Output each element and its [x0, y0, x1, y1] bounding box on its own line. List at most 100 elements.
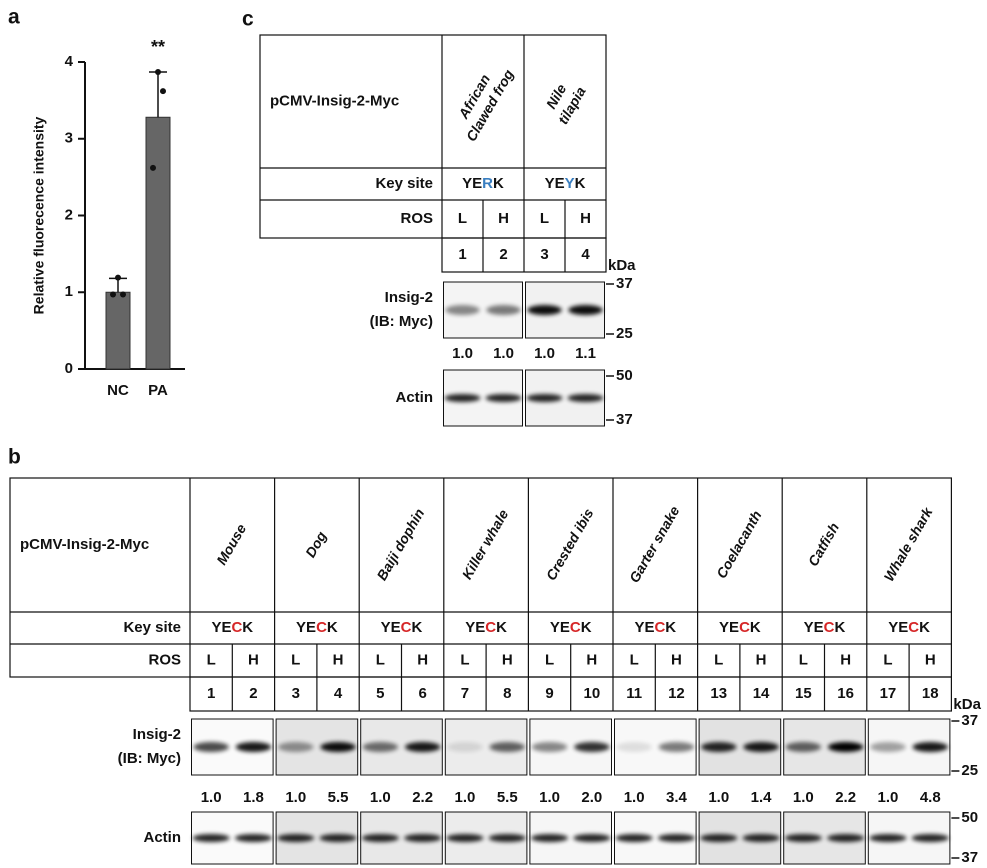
band	[404, 834, 441, 842]
key-site-part: YE	[211, 619, 231, 636]
band	[912, 834, 949, 842]
species-name: Baiji dophin	[373, 506, 427, 583]
ros-level: L	[883, 651, 892, 668]
key-site: YECK	[381, 619, 423, 636]
y-tick-label: 4	[65, 53, 74, 70]
y-tick-label: 2	[65, 206, 73, 223]
lane-number: 2	[499, 246, 507, 263]
band-ratio: 1.0	[539, 789, 560, 806]
key-site-part: YE	[550, 619, 570, 636]
blot-label: (IB: Myc)	[118, 750, 181, 767]
key-site: YECK	[211, 619, 253, 636]
species-name: Catfish	[805, 520, 843, 569]
lane-number: 4	[334, 685, 343, 702]
ros-label: ROS	[148, 651, 181, 668]
band-ratio: 1.0	[493, 345, 514, 362]
band-ratio: 1.0	[285, 789, 306, 806]
key-site: YECK	[296, 619, 338, 636]
band	[785, 834, 822, 842]
species-name: Whale shark	[880, 504, 936, 584]
species-name: Killer whale	[459, 506, 512, 582]
ros-level: L	[458, 210, 467, 227]
key-site: YECK	[634, 619, 676, 636]
band	[912, 742, 948, 752]
key-site-part: C	[401, 619, 412, 636]
key-site-part: C	[485, 619, 496, 636]
key-site: YECK	[719, 619, 761, 636]
band-ratio: 1.0	[878, 789, 899, 806]
band	[574, 742, 610, 752]
ros-level: H	[417, 651, 428, 668]
marker-label: 37	[616, 411, 633, 428]
panel-label: b	[8, 446, 21, 469]
ros-level: H	[586, 651, 597, 668]
band	[616, 834, 653, 842]
band	[701, 742, 737, 752]
ros-level: L	[714, 651, 723, 668]
table-frame	[260, 35, 606, 238]
bar	[106, 292, 130, 369]
lane-number: 12	[668, 685, 685, 702]
species-name-line: Crested ibis	[543, 505, 597, 583]
lane-number: 4	[581, 246, 590, 263]
species-name-line: Baiji dophin	[373, 506, 427, 583]
blot-label: Actin	[396, 389, 434, 406]
band	[486, 305, 520, 315]
blot-label: Actin	[144, 829, 182, 846]
band	[743, 742, 779, 752]
key-site-part: K	[581, 619, 592, 636]
ros-level: H	[333, 651, 344, 668]
species-name-line: Killer whale	[459, 506, 512, 582]
kda-label: kDa	[608, 257, 636, 274]
ros-level: L	[376, 651, 385, 668]
lane-number: 10	[584, 685, 601, 702]
species-name: Dog	[302, 528, 330, 560]
key-site-part: C	[908, 619, 919, 636]
bar	[146, 117, 170, 369]
key-site-part: K	[919, 619, 930, 636]
band-ratio: 1.0	[708, 789, 729, 806]
key-site-part: K	[496, 619, 507, 636]
species-name-line: Whale shark	[880, 504, 936, 584]
lane-number: 3	[540, 246, 548, 263]
blot-label: Insig-2	[385, 289, 433, 306]
band	[236, 742, 272, 752]
species-name-line: Catfish	[805, 520, 843, 569]
key-site: YECK	[550, 619, 592, 636]
lane-number: 7	[461, 685, 469, 702]
band-ratio: 5.5	[328, 789, 349, 806]
band-ratio: 1.0	[534, 345, 555, 362]
band	[827, 834, 864, 842]
species-name: Mouse	[213, 521, 249, 568]
key-site-part: YE	[634, 619, 654, 636]
key-site-part: YE	[804, 619, 824, 636]
band	[363, 742, 399, 752]
key-site-part: C	[654, 619, 665, 636]
band	[444, 394, 480, 402]
lane-number: 17	[880, 685, 897, 702]
ros-level: H	[756, 651, 767, 668]
panel-label: a	[8, 6, 20, 29]
band	[786, 742, 822, 752]
band	[235, 834, 272, 842]
key-site: YERK	[462, 175, 504, 192]
band	[532, 742, 568, 752]
panel-label: c	[242, 8, 254, 31]
ros-level: H	[248, 651, 259, 668]
lane-number: 2	[249, 685, 257, 702]
band-ratio: 4.8	[920, 789, 941, 806]
species-name: Crested ibis	[543, 505, 597, 583]
y-tick-label: 1	[65, 283, 73, 300]
band-ratio: 2.2	[835, 789, 856, 806]
blot-label: Insig-2	[133, 726, 181, 743]
key-site-part: K	[835, 619, 846, 636]
data-point	[150, 165, 156, 171]
species-name-line: Coelacanth	[713, 508, 765, 581]
x-tick-label: NC	[107, 382, 129, 399]
key-site-part: C	[231, 619, 242, 636]
band-ratio: 1.0	[624, 789, 645, 806]
key-site-part: K	[493, 175, 504, 192]
lane-number: 1	[458, 246, 466, 263]
data-point	[115, 275, 121, 281]
band	[527, 305, 561, 315]
